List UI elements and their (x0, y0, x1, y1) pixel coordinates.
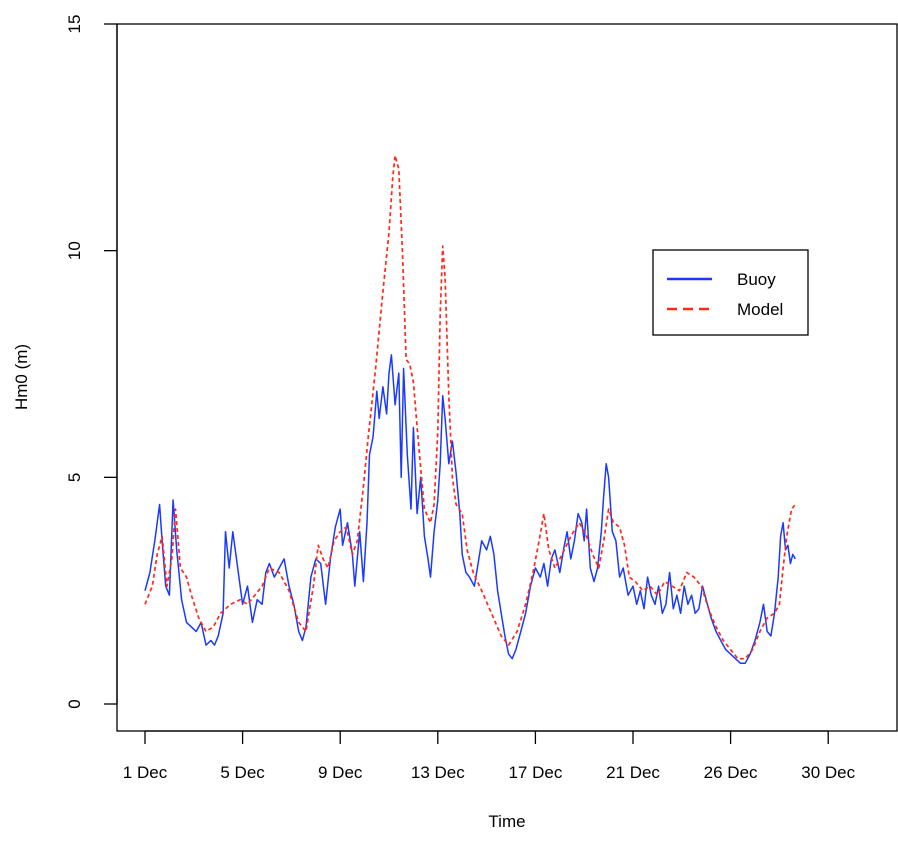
legend-label-model: Model (737, 300, 783, 319)
x-tick-label: 26 Dec (704, 763, 758, 782)
series-line-buoy (144, 354, 796, 664)
series-line-model (144, 154, 796, 660)
x-tick-label: 17 Dec (508, 763, 562, 782)
y-axis: 0 5 10 15 (65, 15, 118, 709)
x-axis-title: Time (488, 812, 525, 831)
x-tick-label: 9 Dec (318, 763, 363, 782)
x-tick-label: 1 Dec (123, 763, 168, 782)
y-tick-label: 5 (65, 473, 84, 482)
y-axis-title: Hm0 (m) (12, 344, 31, 410)
x-tick-label: 21 Dec (606, 763, 660, 782)
y-tick-label: 0 (65, 699, 84, 708)
legend: Buoy Model (652, 249, 809, 336)
legend-box (652, 249, 809, 336)
plot-frame (116, 23, 898, 732)
x-tick-label: 30 Dec (801, 763, 855, 782)
y-tick-label: 10 (65, 241, 84, 260)
x-axis: 1 Dec 5 Dec 9 Dec 13 Dec 17 Dec 21 Dec 26 Dec 3… (123, 730, 856, 782)
x-tick-label: 5 Dec (220, 763, 265, 782)
legend-label-buoy: Buoy (737, 270, 776, 289)
series-layer (144, 154, 796, 664)
x-tick-label: 13 Dec (411, 763, 465, 782)
y-tick-label: 15 (65, 15, 84, 34)
